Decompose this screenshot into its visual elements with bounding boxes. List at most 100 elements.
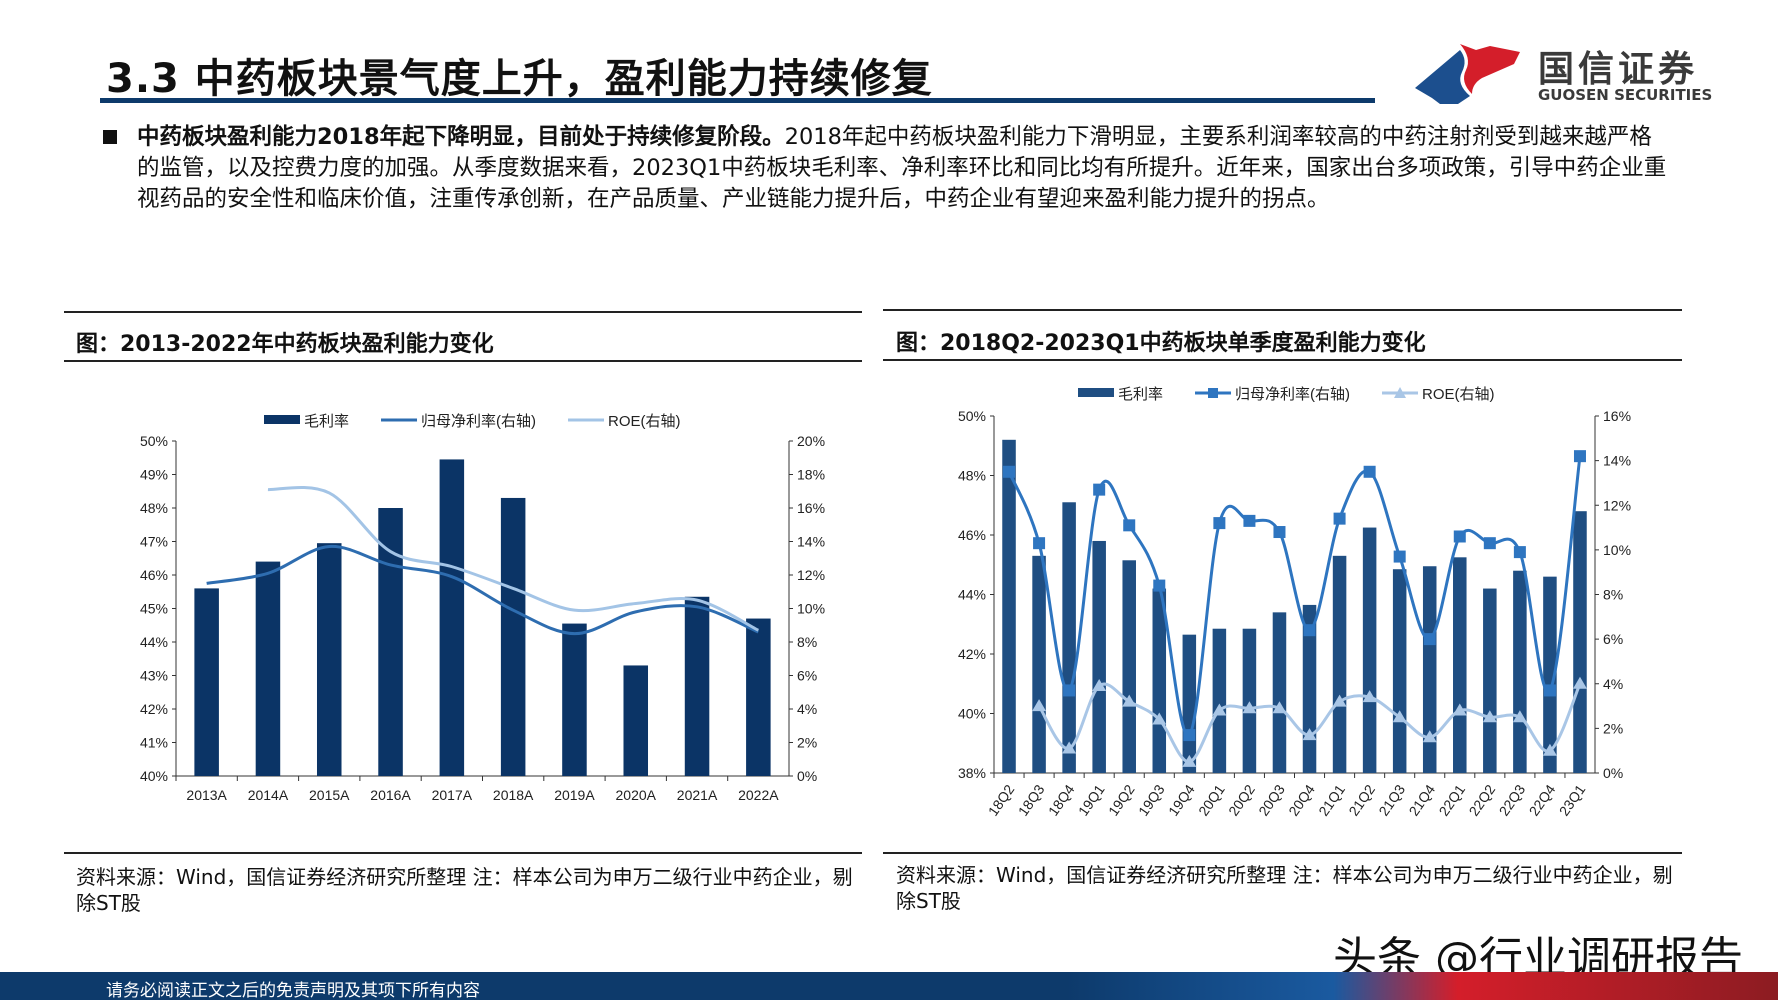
right-panel-bottom-rule — [883, 852, 1682, 854]
square-marker — [1003, 465, 1016, 478]
square-marker — [1153, 579, 1166, 592]
x-tick-label: 23Q1 — [1556, 781, 1589, 818]
x-tick-label: 20Q4 — [1285, 781, 1318, 818]
bar-20Q1 — [1212, 628, 1227, 773]
legend-label-0: 毛利率 — [304, 413, 349, 430]
triangle-marker — [1152, 712, 1167, 725]
y2-tick-label: 16% — [797, 500, 825, 516]
triangle-marker — [1362, 690, 1377, 703]
left-panel-top-rule — [64, 311, 862, 313]
y2-tick-label: 6% — [1603, 631, 1623, 647]
bar-2019A — [562, 623, 587, 776]
y2-tick-label: 8% — [797, 634, 817, 650]
square-marker — [1423, 633, 1436, 646]
y2-tick-label: 0% — [1603, 765, 1623, 781]
bar-2022A — [746, 618, 771, 776]
square-marker — [1453, 530, 1466, 543]
bar-20Q4 — [1302, 604, 1317, 773]
triangle-marker — [1062, 741, 1077, 754]
x-tick-label: 22Q4 — [1526, 781, 1559, 818]
y2-tick-label: 14% — [797, 534, 825, 550]
x-tick-label: 2014A — [248, 787, 289, 803]
bar-2013A — [194, 588, 219, 776]
y-tick-label: 46% — [140, 567, 168, 583]
summary-paragraph: 中药板块盈利能力2018年起下降明显，目前处于持续修复阶段。2018年起中药板块… — [137, 122, 1672, 215]
square-marker — [1033, 537, 1046, 550]
square-marker — [1243, 514, 1256, 527]
left-panel-bottom-rule — [64, 852, 862, 854]
y-tick-label: 40% — [140, 768, 168, 784]
x-tick-label: 2021A — [677, 787, 718, 803]
square-marker — [1393, 550, 1406, 563]
y2-tick-label: 2% — [797, 735, 817, 751]
triangle-marker — [1452, 703, 1467, 716]
y-tick-label: 46% — [958, 527, 986, 543]
legend-label-2: ROE(右轴) — [608, 413, 681, 430]
logo-text-cn: 国信证券 — [1538, 49, 1699, 90]
left-chart-title: 图：2013-2022年中药板块盈利能力变化 — [76, 332, 494, 357]
bar-21Q1 — [1332, 555, 1347, 773]
right-panel-title-rule — [883, 359, 1682, 361]
legend-label-1: 归母净利率(右轴) — [1235, 386, 1350, 403]
x-tick-label: 22Q1 — [1435, 781, 1468, 818]
y2-tick-label: 4% — [797, 701, 817, 717]
left-chart: 40% 41% 42% 43% 44% 45% 46% 47% 48% 49% 50% 0% 2% 4% 6… — [140, 413, 825, 803]
x-tick-label: 19Q3 — [1135, 781, 1168, 818]
triangle-marker — [1512, 710, 1527, 723]
square-marker — [1123, 519, 1136, 532]
x-tick-label: 2019A — [554, 787, 595, 803]
line-series-1 — [206, 545, 759, 636]
bar-22Q1 — [1453, 557, 1467, 773]
y2-tick-label: 12% — [797, 567, 825, 583]
x-tick-label: 18Q2 — [985, 781, 1018, 818]
square-marker — [1573, 450, 1586, 463]
line-series-2 — [267, 485, 760, 632]
y2-tick-label: 18% — [797, 467, 825, 483]
y-tick-label: 44% — [958, 587, 986, 603]
bar-2016A — [378, 508, 403, 776]
y2-tick-label: 10% — [1603, 542, 1631, 558]
legend-label-0: 毛利率 — [1118, 386, 1163, 403]
y-tick-label: 49% — [140, 467, 168, 483]
bar-19Q3 — [1152, 588, 1167, 773]
triangle-marker — [1572, 676, 1587, 689]
y2-tick-label: 10% — [797, 601, 825, 617]
footer-disclaimer: 请务必阅读正文之后的免责声明及其项下所有内容 — [106, 981, 480, 1001]
bar-19Q2 — [1122, 560, 1136, 773]
bar-21Q2 — [1362, 527, 1377, 773]
logo-text-en: GUOSEN SECURITIES — [1538, 86, 1713, 104]
triangle-marker — [1182, 754, 1197, 767]
legend-triangle-marker — [1394, 387, 1407, 398]
x-tick-label: 19Q2 — [1105, 781, 1138, 818]
x-tick-label: 21Q1 — [1315, 781, 1348, 818]
bar-19Q1 — [1092, 540, 1106, 773]
x-tick-label: 21Q4 — [1405, 781, 1438, 818]
x-tick-label: 20Q2 — [1225, 781, 1258, 818]
y-tick-label: 41% — [140, 735, 168, 751]
right-panel-top-rule — [883, 309, 1682, 311]
legend-label-1: 归母净利率(右轴) — [421, 413, 536, 430]
bar-18Q2 — [1002, 439, 1016, 773]
square-marker — [1213, 517, 1226, 530]
triangle-marker — [1422, 730, 1437, 743]
triangle-marker — [1272, 701, 1287, 714]
triangle-marker — [1032, 699, 1047, 712]
triangle-marker — [1482, 710, 1497, 723]
triangle-marker — [1332, 694, 1347, 707]
right-chart: 38% 40% 42% 44% 46% 48% 50% 0% 2% 4% 6% 8% 10% 12% 14%… — [958, 386, 1631, 819]
bar-20Q2 — [1242, 628, 1257, 773]
y-tick-label: 44% — [140, 634, 168, 650]
x-tick-label: 2020A — [616, 787, 657, 803]
legend-label-2: ROE(右轴) — [1422, 386, 1495, 403]
y-tick-label: 48% — [958, 468, 986, 484]
bar-20Q3 — [1272, 612, 1287, 773]
square-marker — [1093, 483, 1106, 496]
legend-bar-swatch — [1078, 388, 1114, 397]
x-tick-label: 19Q4 — [1165, 781, 1198, 818]
y-tick-label: 47% — [140, 534, 168, 550]
x-tick-label: 19Q1 — [1075, 781, 1108, 818]
y-tick-label: 50% — [140, 433, 168, 449]
y-tick-label: 48% — [140, 500, 168, 516]
y-tick-label: 38% — [958, 765, 986, 781]
bar-2017A — [439, 459, 465, 776]
